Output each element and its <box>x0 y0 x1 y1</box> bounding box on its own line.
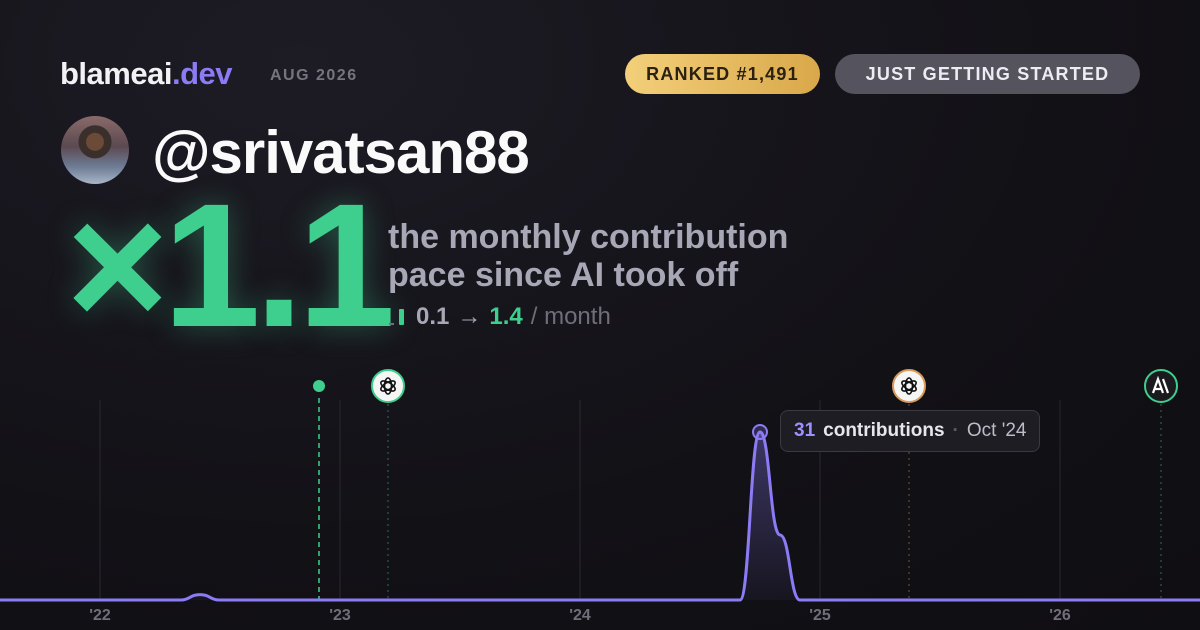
x-tick-label: '25 <box>809 607 831 624</box>
brand-tld: .dev <box>171 56 233 91</box>
x-tick-label: '26 <box>1049 607 1071 624</box>
avatar <box>61 116 129 184</box>
plot <box>0 424 1200 602</box>
pace-after: 1.4 <box>489 303 523 330</box>
ai-events <box>313 369 1178 600</box>
x-tick-label: '22 <box>89 607 111 624</box>
highlight-point <box>752 424 768 440</box>
description-line: pace since AI took off <box>388 256 739 294</box>
status-badge: JUST GETTING STARTED <box>835 54 1140 94</box>
openai-icon <box>371 369 405 403</box>
pace-arrow: → <box>457 303 482 330</box>
description: the monthly contribution pace since AI t… <box>388 218 788 294</box>
grid: '22 '23 '24 '25 '26 <box>89 400 1071 624</box>
anthropic-icon <box>1144 369 1178 403</box>
date: AUG 2026 <box>270 67 358 84</box>
brand-name: blameai <box>60 56 172 91</box>
line <box>0 430 1200 602</box>
rank-badge: RANKED #1,491 <box>625 54 820 94</box>
openai-icon <box>892 369 926 403</box>
area <box>0 432 1200 600</box>
brand: blameai.dev <box>60 56 232 92</box>
tooltip-count: 31 <box>794 420 816 441</box>
pace-stats: 0.1 → 1.4 / month <box>388 303 611 331</box>
handle: @srivatsan88 <box>152 119 530 186</box>
pace-before: 0.1 <box>416 303 450 330</box>
description-line: the monthly contribution <box>388 218 789 256</box>
x-tick-label: '24 <box>569 607 591 624</box>
tooltip-separator: · <box>952 420 959 441</box>
x-tick-label: '23 <box>329 607 351 624</box>
event-dot <box>313 380 325 392</box>
multiplier: ×1.1 <box>66 168 395 364</box>
pace-unit: / month <box>530 303 611 330</box>
pace-icon <box>389 309 404 325</box>
tooltip-label: contributions <box>823 420 945 441</box>
tooltip-date: Oct '24 <box>966 420 1027 441</box>
tooltip: 31 contributions · Oct '24 <box>780 410 1041 452</box>
